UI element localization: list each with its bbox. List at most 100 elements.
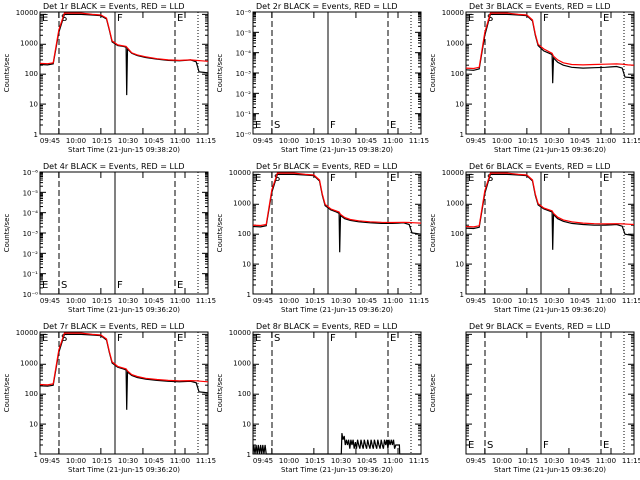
x-tick-label: 09:45 [253, 137, 273, 145]
y-tick-label: 10000 [442, 169, 464, 177]
x-tick-label: 10:00 [492, 297, 512, 305]
x-axis-label: Start Time (21-Jun-15 09:36:20) [281, 306, 393, 314]
x-tick-label: 11:15 [196, 457, 216, 465]
y-tick-label: 10⁻⁰ [23, 291, 39, 299]
x-tick-label: 10:00 [66, 297, 86, 305]
time-marker-label-f: F [117, 280, 123, 291]
time-marker-label-f: F [330, 333, 336, 344]
series-lld-line [252, 172, 422, 227]
time-marker-label-e: E [603, 173, 609, 184]
x-tick-label: 09:45 [253, 297, 273, 305]
x-tick-label: 09:45 [40, 457, 60, 465]
x-tick-label: 11:15 [196, 137, 216, 145]
x-tick-label: 10:30 [544, 297, 564, 305]
x-axis-label: Start Time (21-Jun-15 09:36:20) [68, 306, 180, 314]
x-tick-label: 10:30 [118, 137, 138, 145]
time-marker-label-f: F [543, 13, 549, 24]
x-tick-label: 09:45 [466, 137, 486, 145]
x-tick-label: 11:00 [596, 137, 616, 145]
x-tick-label: 09:45 [253, 457, 273, 465]
time-marker-label-e: E [603, 440, 609, 451]
panel-title: Det 4r BLACK = Events, RED = LLD [43, 162, 185, 171]
x-tick-label: 10:15 [518, 457, 538, 465]
panel-title: Det 6r BLACK = Events, RED = LLD [469, 162, 611, 171]
panel-title: Det 8r BLACK = Events, RED = LLD [256, 322, 398, 331]
time-marker-label-s: S [487, 173, 493, 184]
time-marker-label-e: E [255, 120, 261, 131]
y-axis-label: Counts/sec [429, 214, 437, 253]
plot-frame [39, 331, 209, 455]
y-tick-label: 10000 [16, 9, 38, 17]
x-tick-label: 11:00 [596, 457, 616, 465]
detector-panel-2: Counts/sec 10⁻⁰ 10⁻¹ 10⁻² 10⁻³ 10⁻⁴ 10⁻⁵ 10⁻⁶ 09… [216, 9, 429, 145]
time-marker-label-e: E [255, 333, 261, 344]
x-tick-label: 10:45 [144, 457, 164, 465]
y-tick-label: 10⁻³ [236, 70, 252, 78]
y-tick-label: 1 [460, 131, 464, 139]
y-tick-label: 10⁻⁵ [23, 189, 39, 197]
plot-frame [465, 331, 635, 455]
time-marker-label-e: E [390, 173, 396, 184]
detector-panel-5: Counts/sec 1 10 100 1000 10000 09:45 10:00 10:15… [216, 169, 429, 305]
series-lld-line [465, 172, 635, 228]
time-marker-label-e: E [42, 280, 48, 291]
plot-frame [252, 331, 422, 455]
series-lld-line [39, 12, 209, 65]
plot-frame [252, 171, 422, 295]
time-marker-label-e: E [255, 173, 261, 184]
y-tick-label: 10 [455, 101, 464, 109]
y-axis-label: Counts/sec [216, 54, 224, 93]
x-tick-label: 11:00 [170, 457, 190, 465]
x-tick-label: 11:15 [622, 137, 640, 145]
y-tick-label: 100 [238, 390, 251, 398]
x-axis-label: Start Time (21-Jun-15 09:36:20) [494, 466, 606, 474]
x-tick-label: 10:45 [357, 137, 377, 145]
x-tick-label: 10:45 [570, 457, 590, 465]
x-tick-label: 10:30 [544, 457, 564, 465]
time-marker-label-e: E [42, 333, 48, 344]
time-marker-label-s: S [61, 13, 67, 24]
x-tick-label: 11:15 [409, 137, 429, 145]
x-tick-label: 09:45 [40, 137, 60, 145]
x-tick-label: 09:45 [466, 457, 486, 465]
x-tick-label: 09:45 [40, 297, 60, 305]
y-tick-label: 10⁻² [23, 250, 39, 258]
x-tick-label: 11:15 [622, 457, 640, 465]
x-tick-label: 10:45 [144, 297, 164, 305]
time-marker-label-f: F [543, 173, 549, 184]
panel-title: Det 3r BLACK = Events, RED = LLD [469, 2, 611, 11]
y-tick-label: 1 [247, 291, 251, 299]
time-marker-label-e: E [42, 13, 48, 24]
time-marker-label-s: S [61, 280, 67, 291]
x-tick-label: 10:15 [92, 457, 112, 465]
y-tick-label: 10 [29, 101, 38, 109]
x-tick-label: 10:30 [118, 457, 138, 465]
x-tick-label: 11:00 [596, 297, 616, 305]
y-tick-label: 100 [238, 230, 251, 238]
time-marker-label-e: E [177, 13, 183, 24]
x-tick-label: 10:15 [305, 457, 325, 465]
x-tick-label: 10:15 [518, 297, 538, 305]
plot-frame [39, 11, 209, 135]
x-tick-label: 11:15 [196, 297, 216, 305]
y-axis-label: Counts/sec [3, 54, 11, 93]
y-tick-label: 100 [25, 70, 38, 78]
x-tick-label: 10:15 [305, 137, 325, 145]
series-events-line [39, 333, 209, 410]
x-tick-label: 11:00 [170, 137, 190, 145]
time-marker-label-s: S [274, 173, 280, 184]
time-marker-label-e: E [390, 120, 396, 131]
y-axis-label: Counts/sec [216, 374, 224, 413]
detector-panel-1: Counts/sec 1 10 100 1000 10000 09:45 10:00 10:15… [3, 9, 216, 145]
y-tick-label: 10000 [16, 329, 38, 337]
x-tick-label: 10:30 [331, 297, 351, 305]
y-tick-label: 10⁻¹ [23, 271, 39, 279]
y-tick-label: 100 [451, 70, 464, 78]
x-axis-label: Start Time (21-Jun-15 09:36:20) [68, 466, 180, 474]
x-tick-label: 10:30 [118, 297, 138, 305]
y-axis-label: Counts/sec [429, 54, 437, 93]
plot-frame [252, 11, 422, 135]
y-tick-label: 1000 [446, 40, 464, 48]
x-tick-label: 11:00 [383, 457, 403, 465]
x-tick-label: 10:00 [492, 457, 512, 465]
